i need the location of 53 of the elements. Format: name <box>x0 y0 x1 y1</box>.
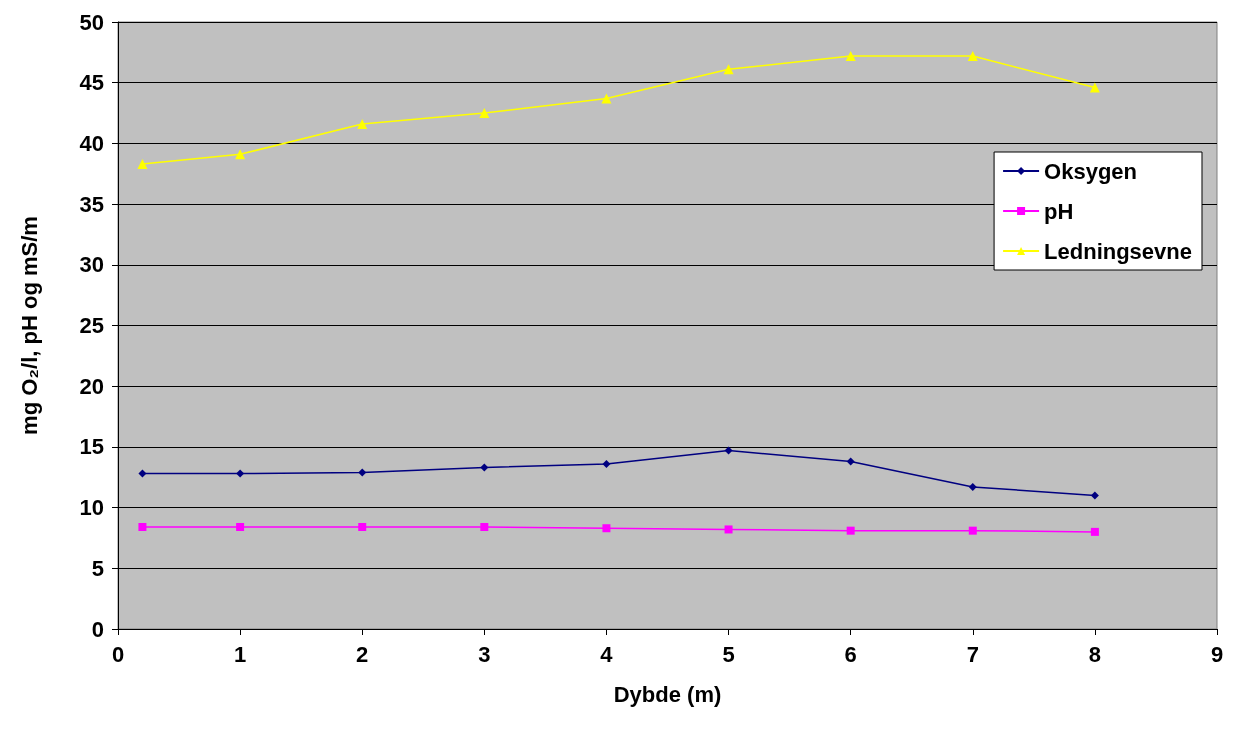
x-tick-label: 9 <box>1210 641 1224 667</box>
y-tick-label: 20 <box>79 373 104 399</box>
legend-label: pH <box>1044 198 1074 224</box>
point <box>138 469 147 478</box>
y-tick-label: 10 <box>79 495 104 521</box>
x-tick-label: 2 <box>356 641 369 667</box>
x-tick-label: 5 <box>722 641 735 667</box>
x-tick-label: 4 <box>600 641 614 667</box>
y-tick-label: 5 <box>91 555 104 581</box>
x-tick-label: 1 <box>233 641 247 667</box>
point <box>967 50 978 61</box>
legend-label: Ledningsevne <box>1044 238 1192 264</box>
x-tick-label: 8 <box>1088 641 1102 667</box>
point <box>480 463 489 472</box>
point <box>358 523 367 532</box>
point <box>968 482 977 491</box>
point <box>357 118 368 129</box>
point <box>602 524 611 533</box>
x-axis-title: Dybde (m) <box>613 681 722 707</box>
y-tick-label: 35 <box>79 191 104 217</box>
point <box>1089 82 1100 93</box>
point <box>724 446 733 455</box>
y-tick-label: 25 <box>79 313 104 338</box>
x-tick-label: 6 <box>844 641 857 667</box>
y-tick-label: 50 <box>79 9 104 35</box>
y-tick-label: 0 <box>91 616 104 642</box>
point <box>138 523 147 532</box>
point <box>846 526 855 535</box>
legend-label: Oksygen <box>1044 158 1138 184</box>
y-axis-title: mg O₂/l, pH og mS/m <box>16 216 42 435</box>
point <box>235 149 246 160</box>
y-tick-label: 45 <box>79 70 104 96</box>
point <box>601 93 612 104</box>
point <box>479 108 490 119</box>
point <box>236 469 245 478</box>
x-tick-label: 0 <box>111 641 125 667</box>
x-tick-label: 7 <box>966 641 979 667</box>
point <box>1090 527 1099 536</box>
point <box>236 523 245 532</box>
x-tick-label: 3 <box>478 641 491 667</box>
point <box>1090 491 1099 500</box>
point <box>602 459 611 468</box>
point <box>968 526 977 535</box>
y-tick-label: 40 <box>79 130 104 156</box>
point <box>723 64 734 75</box>
y-tick-label: 30 <box>79 252 104 278</box>
point <box>724 525 733 534</box>
y-tick-label: 15 <box>79 434 104 460</box>
point <box>845 50 856 61</box>
point <box>137 159 148 170</box>
point <box>480 523 489 532</box>
point <box>358 468 367 477</box>
point <box>846 457 855 466</box>
